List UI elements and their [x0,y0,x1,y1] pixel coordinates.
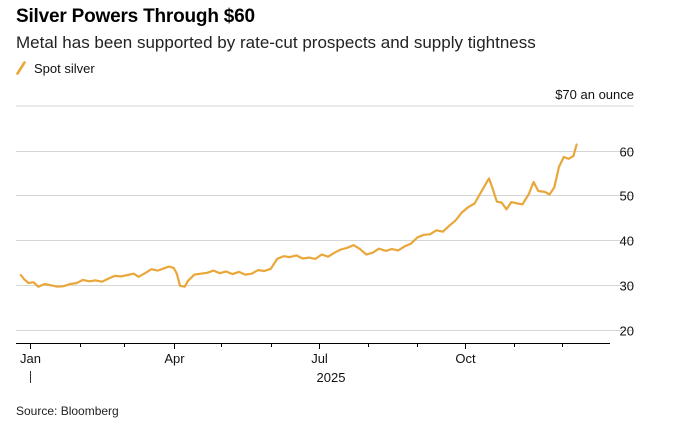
series-layer [19,143,578,288]
y-tick-label-30: 30 [620,279,634,294]
chart-title: Silver Powers Through $60 [16,6,255,27]
y-axis-tick-labels: 20 30 40 50 60 [620,145,634,339]
y-unit-label: $70 an ounce [555,87,634,102]
x-axis-tick-labels: Jan Apr Jul Oct [20,351,476,366]
y-tick-label-50: 50 [620,189,634,204]
series-line-spot-silver [19,143,578,288]
y-tick-label-60: 60 [620,145,634,160]
x-tick-label-apr: Apr [164,351,185,366]
y-tick-label-40: 40 [620,234,634,249]
x-tick-label-oct: Oct [455,351,476,366]
gridlines [16,105,634,331]
y-tick-label-20: 20 [620,324,634,339]
legend-swatch-icon [16,61,26,75]
legend-label: Spot silver [34,60,95,76]
x-tick-label-jan: Jan [20,351,41,366]
x-axis [16,343,610,383]
x-axis-year-label: 2025 [317,370,346,385]
source-note: Source: Bloomberg [16,404,119,418]
x-tick-label-jul: Jul [311,351,328,366]
legend: Spot silver [16,59,95,77]
chart-subtitle: Metal has been supported by rate-cut pro… [16,33,536,52]
